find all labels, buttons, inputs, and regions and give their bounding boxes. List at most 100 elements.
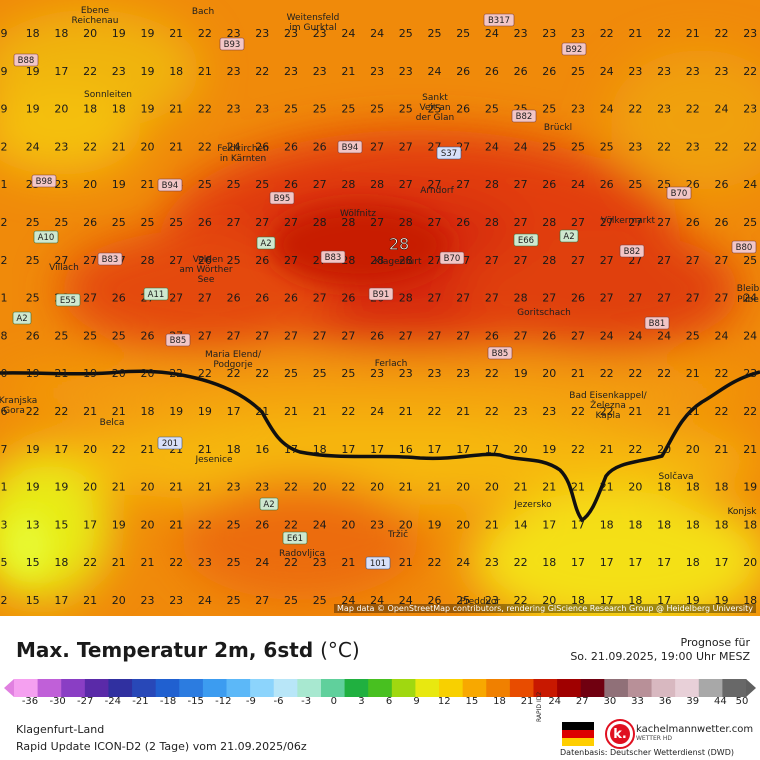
- grid-value: 26: [514, 65, 528, 78]
- grid-value: 27: [600, 216, 614, 229]
- grid-value: 21: [715, 443, 729, 456]
- road-shield: B83: [97, 252, 123, 266]
- grid-value: 13: [26, 518, 40, 531]
- grid-value: 23: [227, 481, 241, 494]
- place-label: Klagenfurt: [375, 257, 422, 267]
- grid-value: 23: [657, 65, 671, 78]
- grid-value: 25: [743, 216, 757, 229]
- grid-value: 27: [456, 178, 470, 191]
- svg-text:E55: E55: [60, 296, 76, 306]
- grid-value: 21: [514, 481, 528, 494]
- grid-value: 25: [284, 594, 298, 607]
- grid-value: 24: [370, 27, 384, 40]
- grid-value: 24: [198, 594, 212, 607]
- grid-value: 24: [399, 594, 413, 607]
- grid-value: 27: [169, 254, 183, 267]
- svg-text:B92: B92: [566, 45, 583, 55]
- road-shield: B85: [487, 346, 513, 360]
- grid-value: 24: [485, 140, 499, 153]
- place-label: der Glan: [416, 113, 455, 123]
- grid-value: 24: [227, 140, 241, 153]
- grid-value: 21: [112, 405, 126, 418]
- svg-text:B83: B83: [325, 253, 342, 263]
- grid-value: 26: [112, 292, 126, 305]
- grid-value: 27: [485, 254, 499, 267]
- temperature-map[interactable]: 9 18 18 20 19 19 21 22 23 23 23 23 24 24 25 25 25 24 23 23 2…: [0, 0, 760, 616]
- grid-value: 21: [571, 481, 585, 494]
- scale-label: 3: [358, 696, 365, 707]
- grid-value: 26: [571, 292, 585, 305]
- grid-value: 25: [54, 216, 68, 229]
- place-label: Bad Eisenkappel/: [569, 391, 647, 401]
- grid-value: 24: [370, 405, 384, 418]
- grid-value: 22: [341, 405, 355, 418]
- place-label: Bach: [192, 7, 214, 17]
- grid-value: 27: [284, 329, 298, 342]
- map-title: Max. Temperatur 2m, 6std (°C): [16, 638, 360, 662]
- grid-value: 19: [743, 481, 757, 494]
- grid-value: 21: [198, 65, 212, 78]
- grid-value: 21: [686, 405, 700, 418]
- grid-value: 22: [198, 367, 212, 380]
- svg-text:B91: B91: [373, 290, 390, 300]
- data-source: Datenbasis: Deutscher Wetterdienst (DWD): [560, 748, 734, 757]
- grid-value: 26: [255, 518, 269, 531]
- scale-swatch: [320, 679, 346, 697]
- grid-value: 18: [141, 405, 155, 418]
- grid-value: 25: [542, 140, 556, 153]
- grid-value: 15: [26, 594, 40, 607]
- grid-value: 28: [313, 216, 327, 229]
- grid-value: 21: [686, 27, 700, 40]
- grid-value: 22: [169, 367, 183, 380]
- scale-swatch: [297, 679, 322, 697]
- grid-value: 21: [571, 367, 585, 380]
- svg-text:B70: B70: [444, 254, 461, 264]
- grid-value: 17: [628, 556, 642, 569]
- grid-value: 23: [255, 103, 269, 116]
- grid-value: 25: [112, 329, 126, 342]
- grid-value: 17: [54, 594, 68, 607]
- road-shield: B85: [165, 333, 191, 347]
- grid-value: 21: [169, 481, 183, 494]
- grid-value: 18: [686, 518, 700, 531]
- road-shield: B83: [320, 250, 346, 264]
- grid-value: 17: [657, 594, 671, 607]
- grid-value: 20: [141, 518, 155, 531]
- place-label: in Kärnten: [220, 154, 266, 164]
- svg-text:B85: B85: [492, 349, 509, 359]
- road-shield: E61: [282, 531, 308, 545]
- grid-value: 22: [715, 140, 729, 153]
- grid-value: 5: [1, 556, 8, 569]
- grid-value: 14: [514, 518, 528, 531]
- svg-text:B95: B95: [274, 194, 291, 204]
- place-label: Velden: [193, 255, 223, 265]
- grid-value: 22: [600, 27, 614, 40]
- grid-value: 8: [1, 329, 8, 342]
- grid-value: 23: [399, 65, 413, 78]
- grid-value: 27: [399, 329, 413, 342]
- grid-value: 17: [456, 443, 470, 456]
- grid-value: 23: [743, 367, 757, 380]
- grid-value: 19: [112, 518, 126, 531]
- grid-value: 24: [341, 594, 355, 607]
- grid-value: 19: [141, 65, 155, 78]
- grid-value: 28: [370, 254, 384, 267]
- scale-swatch: [486, 679, 511, 697]
- place-label: Brückl: [544, 123, 572, 133]
- grid-value: 21: [399, 556, 413, 569]
- grid-value: 27: [628, 292, 642, 305]
- brand-name[interactable]: kachelmannwetter.com: [636, 724, 754, 735]
- grid-value: 23: [628, 140, 642, 153]
- scale-label: -24: [104, 696, 122, 707]
- national-border: [0, 369, 760, 523]
- svg-text:B85: B85: [170, 336, 187, 346]
- place-label: Reichenau: [72, 16, 119, 26]
- grid-value: 23: [715, 65, 729, 78]
- svg-text:E66: E66: [518, 236, 534, 246]
- svg-text:B82: B82: [516, 112, 533, 122]
- grid-value: 25: [255, 178, 269, 191]
- grid-value: 27: [514, 216, 528, 229]
- grid-value: 17: [428, 443, 442, 456]
- grid-value: 27: [456, 292, 470, 305]
